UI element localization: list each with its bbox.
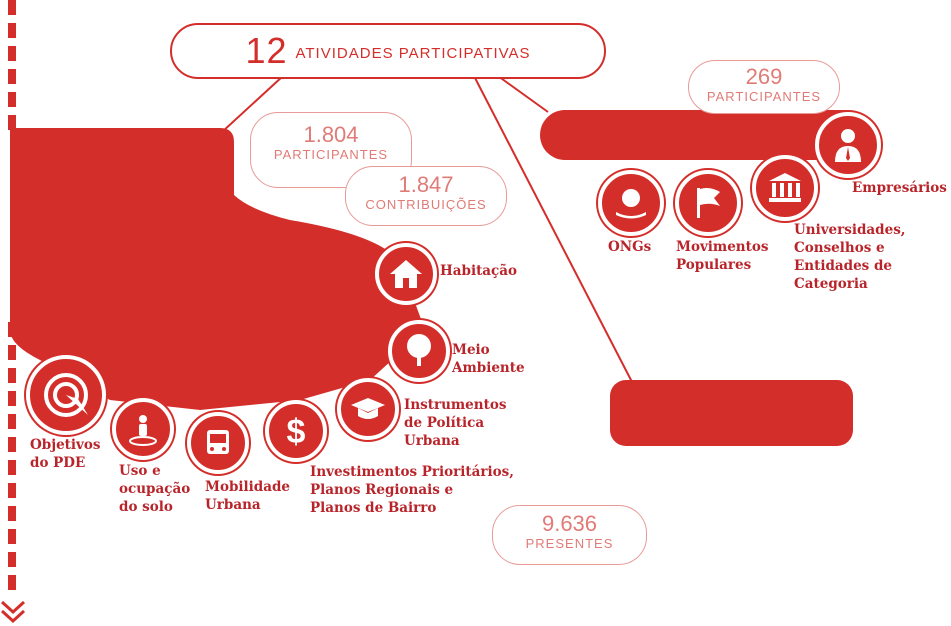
contributions-number: 1.847 bbox=[398, 172, 454, 197]
businessman-icon bbox=[815, 112, 881, 178]
connector-line bbox=[497, 75, 549, 113]
participants-label: PARTICIPANTES bbox=[273, 147, 389, 162]
theme-label-mobilidade: Mobilidade Urbana bbox=[205, 479, 290, 513]
theme-label-instrumentos: Instrumentos de Política Urbana bbox=[404, 397, 507, 449]
contributions-cloud: 1.847 CONTRIBUIÇÕES bbox=[345, 166, 507, 226]
right-segment-panel bbox=[540, 110, 870, 160]
right-lower-panel bbox=[610, 380, 853, 446]
segment-label-movimentos: Movimentos Populares bbox=[676, 239, 769, 273]
person-location-icon bbox=[112, 398, 174, 460]
dollar-icon: $ bbox=[265, 400, 327, 462]
contributions-label: CONTRIBUIÇÕES bbox=[365, 197, 487, 212]
participants-number: 1.804 bbox=[303, 122, 359, 147]
title-text: atividades participativas bbox=[295, 38, 531, 63]
theme-label-objetivos: Objetivos do PDE bbox=[30, 437, 101, 471]
dashed-timeline bbox=[8, 0, 16, 600]
target-icon bbox=[26, 355, 106, 435]
house-icon bbox=[375, 243, 437, 305]
segment-label-empresarios: Empresários bbox=[852, 180, 947, 196]
presentes-cloud: 9.636 PRESENTES bbox=[492, 505, 647, 565]
presentes-number: 9.636 bbox=[541, 511, 598, 536]
title-banner: 12 atividades participativas bbox=[170, 23, 606, 79]
theme-label-investimentos: Investimentos Prioritários, Planos Region… bbox=[310, 464, 514, 516]
svg-text:$: $ bbox=[287, 413, 306, 451]
title-number: 12 bbox=[245, 30, 288, 71]
chevron-down-icon bbox=[0, 600, 26, 624]
participants-label: PARTICIPANTES bbox=[706, 89, 822, 104]
bus-icon bbox=[187, 412, 249, 474]
theme-label-meio-ambiente: Meio Ambiente bbox=[452, 342, 525, 376]
graduation-cap-icon bbox=[337, 378, 399, 440]
participants-cloud-left: 1.804 PARTICIPANTES bbox=[250, 112, 412, 188]
presentes-label: PRESENTES bbox=[525, 536, 614, 551]
left-theme-panel bbox=[10, 128, 425, 410]
theme-label-habitacao: Habitação bbox=[440, 263, 518, 279]
flag-icon bbox=[675, 170, 741, 236]
segment-label-ongs: ONGs bbox=[608, 239, 652, 255]
participants-number: 269 bbox=[745, 64, 783, 89]
globe-hand-icon bbox=[598, 170, 664, 236]
theme-label-uso-solo: Uso e ocupação do solo bbox=[119, 463, 191, 515]
connector-line bbox=[221, 75, 284, 133]
participants-cloud-right: 269 PARTICIPANTES bbox=[688, 60, 840, 114]
segment-label-universidades: Universidades, Conselhos e Entidades de Ca… bbox=[794, 222, 906, 292]
institution-icon bbox=[752, 155, 818, 221]
connector-line bbox=[473, 75, 633, 383]
tree-icon bbox=[388, 320, 450, 382]
